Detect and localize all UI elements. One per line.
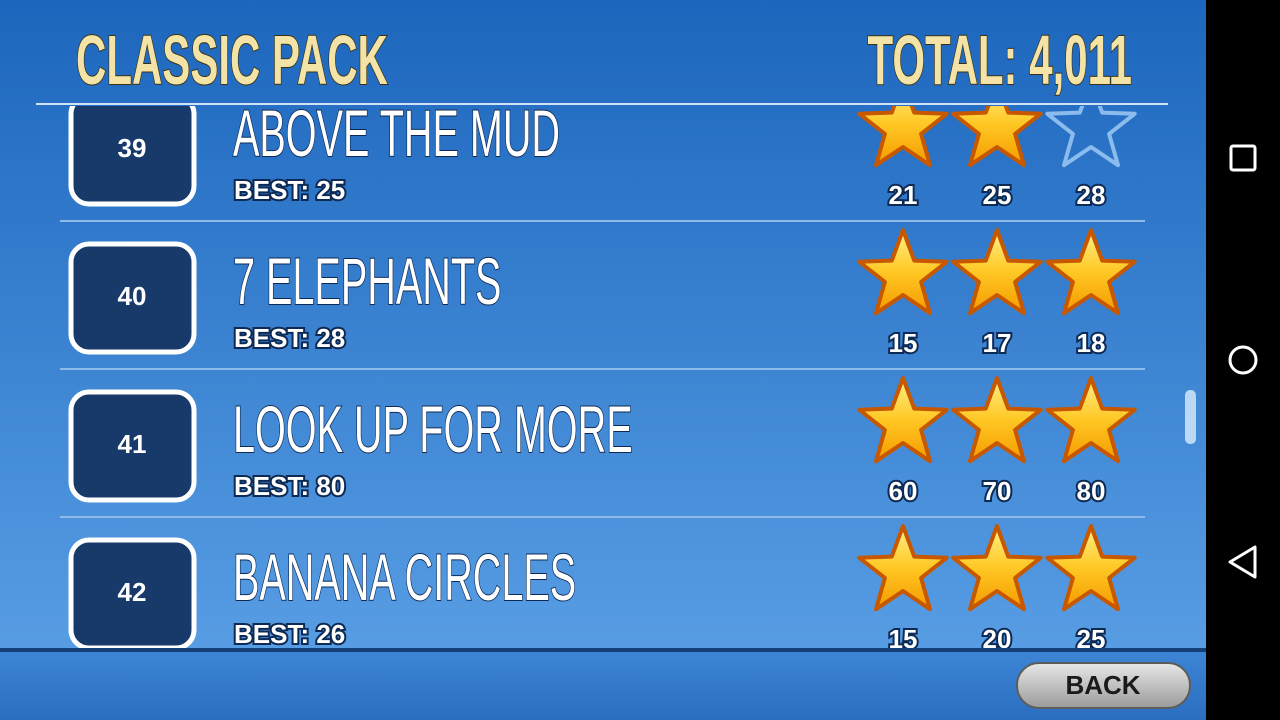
star-filled — [1045, 524, 1137, 612]
level-badge[interactable] — [68, 389, 197, 503]
star-filled — [951, 376, 1043, 464]
total-score: TOTAL: 4,011 — [867, 22, 1132, 100]
level-best: BEST: 25 — [234, 175, 345, 205]
recents-button[interactable] — [1229, 144, 1257, 172]
star-threshold: 18 — [1077, 328, 1106, 358]
star-threshold: 28 — [1077, 180, 1106, 210]
star-filled — [857, 228, 949, 316]
scrollbar — [1185, 390, 1196, 444]
level-number: 39 — [118, 133, 147, 163]
star-filled — [951, 228, 1043, 316]
level-list: 39 ABOVE THE MUD BEST: 25 21 25 28 40 7 ELEPHAN… — [60, 82, 1145, 654]
star-filled — [857, 524, 949, 612]
star-threshold: 21 — [889, 180, 918, 210]
star-threshold: 25 — [983, 180, 1012, 210]
level-row[interactable]: 39 ABOVE THE MUD BEST: 25 21 25 28 — [68, 82, 1137, 212]
level-badge[interactable] — [68, 96, 197, 207]
star-threshold: 17 — [983, 328, 1012, 358]
back-button-bg[interactable] — [1016, 662, 1191, 709]
back-label[interactable]: BACK — [1065, 670, 1140, 700]
star-filled — [1045, 376, 1137, 464]
level-row[interactable]: 40 7 ELEPHANTS BEST: 28 15 17 18 — [68, 228, 1137, 360]
level-name: LOOK UP FOR MORE — [233, 393, 633, 467]
star-threshold: 70 — [983, 476, 1012, 506]
star-empty — [1045, 106, 1137, 168]
star-threshold: 60 — [889, 476, 918, 506]
star-filled — [1045, 228, 1137, 316]
level-number: 41 — [118, 429, 147, 459]
star-threshold: 15 — [889, 624, 918, 654]
back-button[interactable]: BACK — [1016, 662, 1191, 709]
level-number: 40 — [118, 281, 147, 311]
level-number: 42 — [118, 577, 147, 607]
level-name: BANANA CIRCLES — [233, 541, 576, 615]
level-row[interactable]: 41 LOOK UP FOR MORE BEST: 80 60 70 80 — [68, 376, 1137, 508]
star-threshold: 25 — [1077, 624, 1106, 654]
level-name: ABOVE THE MUD — [233, 97, 560, 171]
level-name: 7 ELEPHANTS — [233, 245, 501, 319]
level-best: BEST: 80 — [234, 471, 345, 501]
pack-title: CLASSIC PACK — [76, 22, 388, 100]
level-best: BEST: 28 — [234, 323, 345, 353]
star-filled — [951, 524, 1043, 612]
nav-bar — [1206, 0, 1280, 720]
level-badge[interactable] — [68, 537, 197, 648]
home-button[interactable] — [1228, 345, 1258, 375]
star-threshold: 20 — [983, 624, 1012, 654]
back-nav-button[interactable] — [1228, 545, 1257, 579]
level-row[interactable]: 42 BANANA CIRCLES BEST: 26 15 20 25 — [68, 524, 1137, 654]
star-filled — [857, 376, 949, 464]
level-best: BEST: 26 — [234, 619, 345, 649]
level-badge[interactable] — [68, 241, 197, 355]
star-threshold: 80 — [1077, 476, 1106, 506]
star-threshold: 15 — [889, 328, 918, 358]
footer-bar — [0, 648, 1206, 720]
star-filled — [857, 106, 949, 168]
star-filled — [951, 106, 1043, 168]
